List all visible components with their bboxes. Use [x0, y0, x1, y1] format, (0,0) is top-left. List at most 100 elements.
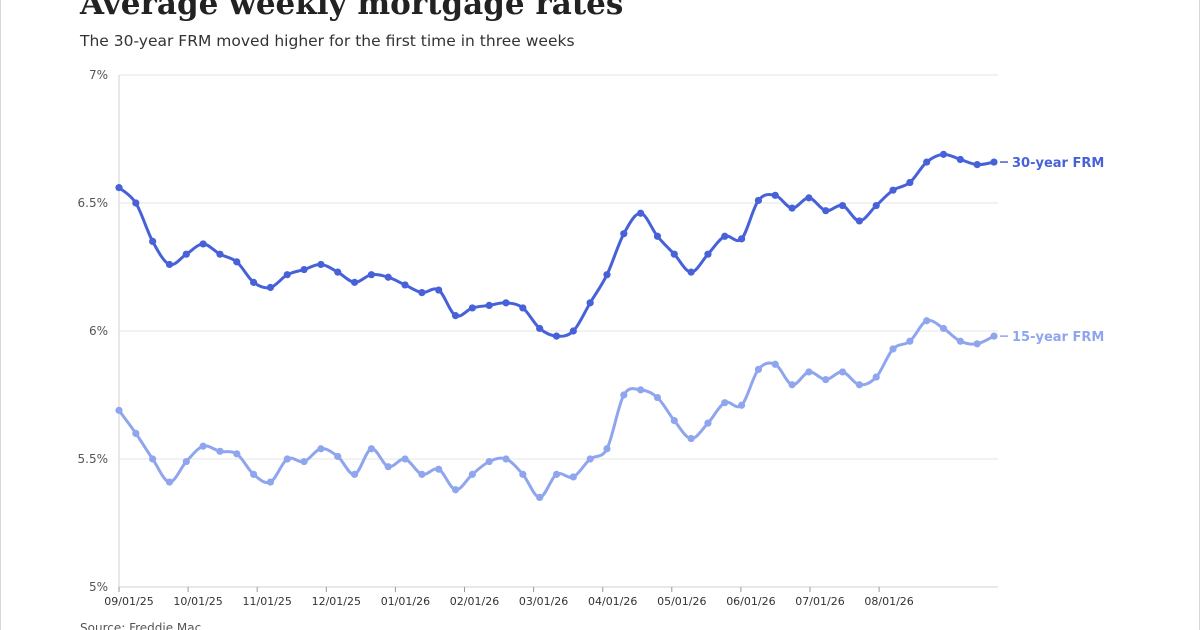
data-point-30-year-frm[interactable]	[838, 201, 847, 210]
data-point-30-year-frm[interactable]	[687, 268, 695, 276]
data-point-30-year-frm[interactable]	[737, 235, 746, 243]
data-point-15-year-frm[interactable]	[216, 447, 224, 455]
data-point-15-year-frm[interactable]	[939, 324, 948, 333]
data-point-15-year-frm[interactable]	[384, 463, 392, 471]
data-point-30-year-frm[interactable]	[788, 204, 796, 212]
data-point-30-year-frm[interactable]	[132, 199, 140, 207]
data-point-15-year-frm[interactable]	[250, 470, 258, 478]
data-point-15-year-frm[interactable]	[956, 337, 964, 345]
data-point-15-year-frm[interactable]	[536, 493, 544, 501]
data-point-15-year-frm[interactable]	[350, 470, 359, 478]
data-point-15-year-frm[interactable]	[233, 450, 241, 458]
data-point-30-year-frm[interactable]	[233, 258, 241, 266]
data-point-30-year-frm[interactable]	[350, 278, 359, 286]
data-point-30-year-frm[interactable]	[620, 230, 628, 238]
data-point-30-year-frm[interactable]	[889, 186, 897, 194]
data-point-15-year-frm[interactable]	[620, 391, 628, 399]
data-point-15-year-frm[interactable]	[838, 368, 847, 376]
data-point-30-year-frm[interactable]	[250, 278, 258, 286]
data-point-15-year-frm[interactable]	[771, 360, 779, 368]
data-point-15-year-frm[interactable]	[485, 457, 493, 466]
data-point-15-year-frm[interactable]	[637, 386, 645, 394]
data-point-15-year-frm[interactable]	[872, 373, 880, 381]
data-point-30-year-frm[interactable]	[721, 232, 729, 240]
data-point-15-year-frm[interactable]	[401, 455, 409, 463]
data-point-15-year-frm[interactable]	[721, 399, 729, 407]
data-point-30-year-frm[interactable]	[670, 250, 678, 258]
data-point-30-year-frm[interactable]	[637, 209, 645, 217]
data-point-30-year-frm[interactable]	[569, 327, 577, 335]
data-point-30-year-frm[interactable]	[334, 268, 342, 276]
data-point-15-year-frm[interactable]	[149, 455, 157, 463]
data-point-30-year-frm[interactable]	[468, 304, 476, 312]
data-point-15-year-frm[interactable]	[115, 406, 123, 414]
data-point-15-year-frm[interactable]	[855, 381, 863, 389]
data-point-30-year-frm[interactable]	[435, 286, 443, 294]
data-point-30-year-frm[interactable]	[115, 184, 123, 192]
data-point-30-year-frm[interactable]	[401, 281, 409, 289]
data-point-30-year-frm[interactable]	[923, 158, 931, 166]
data-point-15-year-frm[interactable]	[603, 445, 611, 453]
data-point-15-year-frm[interactable]	[468, 470, 476, 478]
data-point-15-year-frm[interactable]	[334, 452, 342, 461]
data-point-15-year-frm[interactable]	[906, 337, 914, 345]
data-point-15-year-frm[interactable]	[502, 455, 510, 463]
data-point-30-year-frm[interactable]	[384, 273, 392, 281]
data-point-30-year-frm[interactable]	[586, 299, 594, 307]
data-point-30-year-frm[interactable]	[536, 324, 544, 333]
data-point-15-year-frm[interactable]	[300, 457, 308, 466]
data-point-15-year-frm[interactable]	[737, 401, 746, 409]
data-point-15-year-frm[interactable]	[586, 455, 594, 463]
data-point-30-year-frm[interactable]	[149, 237, 157, 245]
data-point-15-year-frm[interactable]	[990, 332, 998, 340]
data-point-15-year-frm[interactable]	[653, 393, 662, 402]
data-point-15-year-frm[interactable]	[266, 478, 275, 486]
data-point-30-year-frm[interactable]	[451, 312, 460, 320]
data-point-15-year-frm[interactable]	[670, 417, 678, 425]
data-point-30-year-frm[interactable]	[754, 196, 763, 205]
data-point-15-year-frm[interactable]	[132, 429, 140, 437]
data-point-15-year-frm[interactable]	[754, 365, 763, 373]
data-point-15-year-frm[interactable]	[552, 470, 561, 478]
data-point-15-year-frm[interactable]	[182, 457, 190, 466]
data-point-30-year-frm[interactable]	[300, 265, 308, 274]
data-point-30-year-frm[interactable]	[182, 250, 190, 258]
data-point-30-year-frm[interactable]	[165, 260, 174, 269]
data-point-15-year-frm[interactable]	[317, 445, 325, 453]
data-point-15-year-frm[interactable]	[788, 381, 796, 389]
data-point-15-year-frm[interactable]	[822, 376, 830, 384]
data-point-30-year-frm[interactable]	[502, 299, 510, 307]
data-point-30-year-frm[interactable]	[317, 260, 325, 269]
data-point-30-year-frm[interactable]	[266, 283, 275, 292]
data-point-15-year-frm[interactable]	[519, 470, 527, 478]
data-point-30-year-frm[interactable]	[199, 240, 207, 248]
data-point-30-year-frm[interactable]	[552, 332, 561, 340]
data-point-15-year-frm[interactable]	[367, 445, 376, 453]
data-point-15-year-frm[interactable]	[569, 473, 577, 481]
data-point-30-year-frm[interactable]	[283, 271, 291, 279]
data-point-30-year-frm[interactable]	[939, 150, 948, 158]
data-point-15-year-frm[interactable]	[923, 317, 931, 325]
data-point-15-year-frm[interactable]	[418, 470, 426, 478]
data-point-15-year-frm[interactable]	[199, 442, 207, 450]
data-point-15-year-frm[interactable]	[435, 465, 443, 473]
data-point-30-year-frm[interactable]	[805, 194, 813, 202]
data-point-15-year-frm[interactable]	[704, 419, 712, 427]
data-point-30-year-frm[interactable]	[603, 271, 611, 279]
data-point-15-year-frm[interactable]	[165, 478, 174, 486]
data-point-15-year-frm[interactable]	[451, 486, 460, 494]
data-point-30-year-frm[interactable]	[519, 304, 527, 312]
data-point-30-year-frm[interactable]	[973, 161, 981, 169]
data-point-30-year-frm[interactable]	[956, 155, 964, 164]
data-point-15-year-frm[interactable]	[687, 434, 695, 443]
data-point-30-year-frm[interactable]	[418, 289, 426, 297]
data-point-15-year-frm[interactable]	[805, 368, 813, 376]
data-point-30-year-frm[interactable]	[367, 271, 376, 279]
data-point-30-year-frm[interactable]	[855, 217, 863, 225]
data-point-15-year-frm[interactable]	[283, 455, 291, 463]
data-point-30-year-frm[interactable]	[906, 178, 914, 187]
data-point-30-year-frm[interactable]	[872, 201, 880, 210]
data-point-30-year-frm[interactable]	[653, 232, 662, 240]
data-point-15-year-frm[interactable]	[889, 345, 897, 353]
data-point-30-year-frm[interactable]	[822, 207, 830, 215]
